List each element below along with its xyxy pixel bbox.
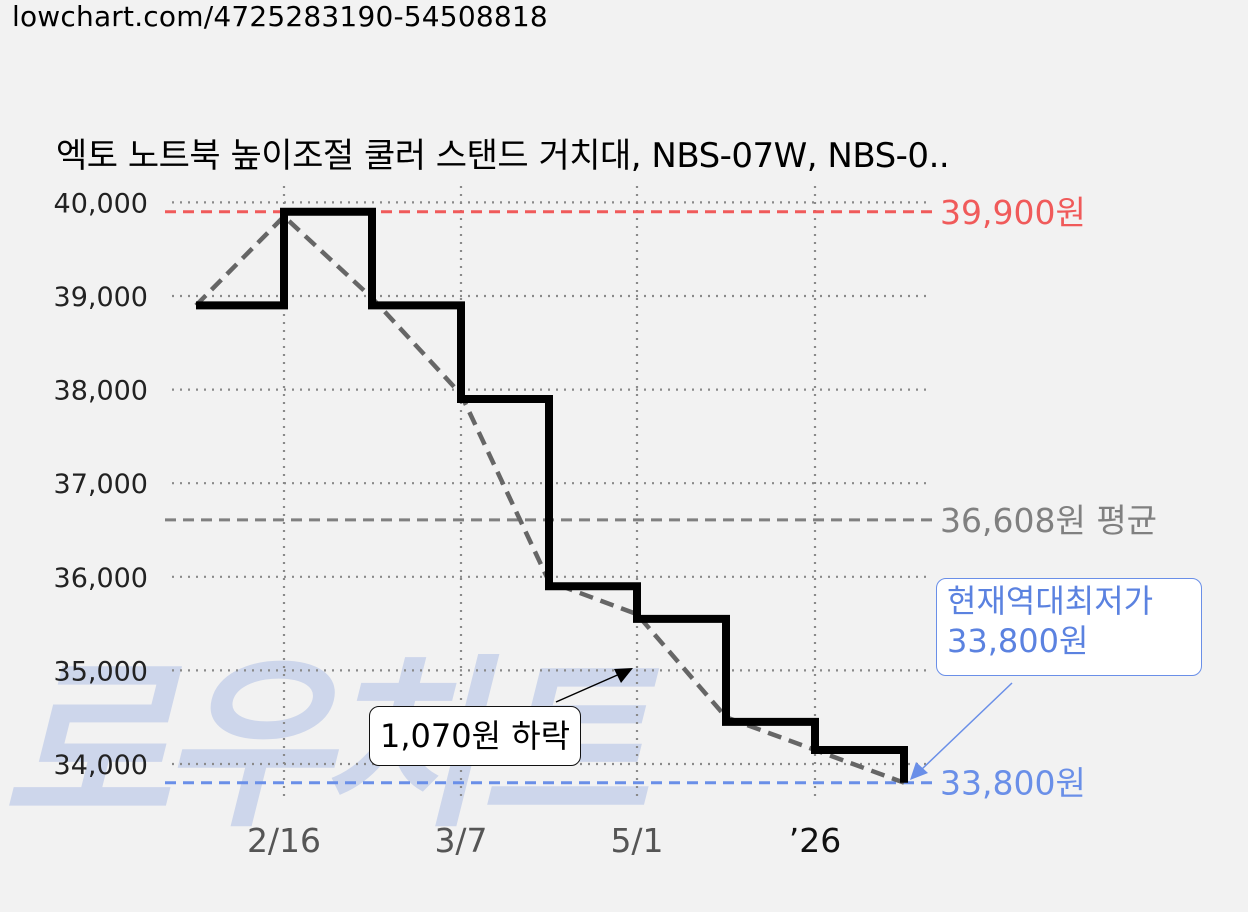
y-tick-label: 34,000	[54, 750, 148, 781]
reference-label-min: 33,800원	[940, 764, 1086, 803]
all-time-low-callout: 현재역대최저가 33,800원	[936, 578, 1202, 676]
all-time-low-value: 33,800원	[947, 622, 1089, 660]
reference-labels: 39,900원 36,608원 평균 33,800원	[940, 193, 1157, 803]
low-arrow-line	[921, 682, 1013, 770]
drop-arrow-line	[555, 672, 623, 703]
price-step-line	[196, 207, 908, 783]
series-group	[194, 207, 908, 785]
reference-label-max: 39,900원	[940, 193, 1086, 232]
y-tick-label: 35,000	[54, 656, 148, 687]
y-tick-label: 38,000	[54, 376, 148, 407]
price-drop-callout: 1,070원 하락	[369, 706, 582, 766]
x-tick-label: ’26	[789, 821, 841, 860]
y-tick-label: 39,000	[54, 282, 148, 313]
chart-title: 엑토 노트북 높이조절 쿨러 스탠드 거치대, NBS-07W, NBS-0..	[56, 136, 950, 176]
reference-label-avg: 36,608원 평균	[940, 501, 1157, 540]
y-axis-labels: 34,000 35,000 36,000 37,000 38,000 39,000 40,0…	[54, 188, 148, 781]
x-tick-label: 3/7	[434, 821, 487, 860]
x-tick-label: 2/16	[247, 821, 321, 860]
vertical-gridlines	[282, 186, 817, 802]
x-axis-labels: 2/16 3/7 5/1 ’26	[247, 821, 841, 860]
all-time-low-title: 현재역대최저가	[947, 582, 1154, 620]
drop-arrow-head	[614, 668, 633, 683]
page-url: lowchart.com/4725283190-54508818	[12, 0, 548, 33]
y-tick-label: 37,000	[54, 469, 148, 500]
low-arrow-head	[910, 762, 928, 780]
y-tick-label: 36,000	[54, 563, 148, 594]
x-tick-label: 5/1	[610, 821, 663, 860]
y-tick-label: 40,000	[54, 188, 148, 219]
callout-arrows	[555, 668, 1013, 780]
horizontal-gridlines	[172, 201, 932, 766]
